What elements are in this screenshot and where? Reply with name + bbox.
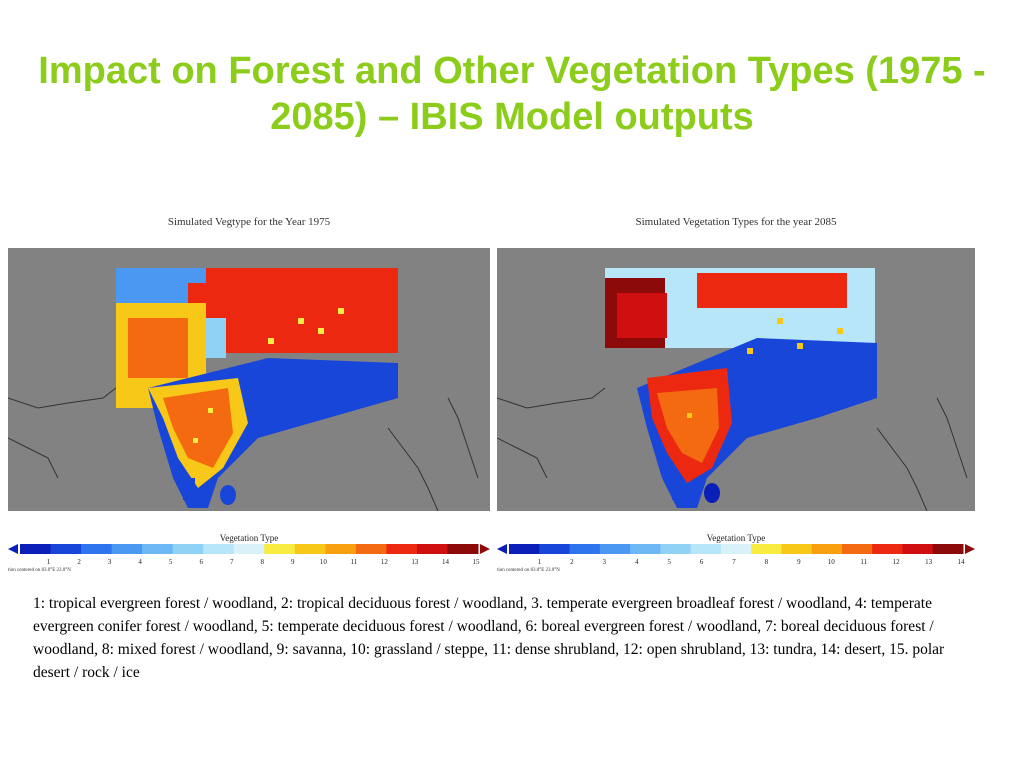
coastline-arabia: [497, 437, 548, 479]
vegetation-type-caption: 1: tropical evergreen forest / woodland,…: [33, 595, 945, 681]
legend: Vegetation Type 1 2 3 4 5 6 7 8 9 10 11 12 13 14 15 ti…: [8, 526, 490, 578]
colorbar-tick-label: 1: [538, 558, 542, 566]
colorbar-swatch: [690, 544, 722, 554]
map-graphic: [8, 268, 479, 511]
region-tundra: [697, 273, 847, 308]
colorbar-swatch: [111, 544, 143, 554]
map-title: Simulated Vegtype for the Year 1975: [167, 216, 331, 228]
colorbar-tick-label: 12: [893, 558, 901, 566]
colorbar-tick-label: 13: [411, 558, 419, 566]
colorbar-tick-label: 13: [925, 558, 933, 566]
colorbar-tick-label: 11: [350, 558, 357, 566]
colorbar-tick-label: 4: [635, 558, 639, 566]
colorbar-swatch: [660, 544, 692, 554]
vegetation-map-2085: [497, 248, 975, 511]
colorbar-tick-label: 10: [828, 558, 836, 566]
colorbar-tick-label: 2: [77, 558, 81, 566]
colorbar-swatch: [539, 544, 571, 554]
map-title: Simulated Vegetation Types for the year …: [635, 216, 837, 228]
colorbar: 1 2 3 4 5 6 7 8 9 10 11 12 13 14: [497, 544, 975, 566]
colorbar-swatch: [264, 544, 296, 554]
colorbar-tick-label: 15: [473, 558, 481, 566]
region-sri-lanka: [704, 483, 720, 503]
legend-title: Vegetation Type: [219, 533, 279, 543]
colorbar-tick-label: 2: [570, 558, 574, 566]
colorbar-swatch: [50, 544, 82, 554]
colorbar-tick-label: 6: [700, 558, 704, 566]
colorbar-swatch: [294, 544, 326, 554]
colorbar-tick-label: 10: [320, 558, 328, 566]
legend-title: Vegetation Type: [706, 533, 766, 543]
colorbar-swatch: [751, 544, 782, 554]
colorbar-swatch: [902, 544, 934, 554]
colorbar-tick-label: 14: [442, 558, 450, 566]
colorbar-tick-label: 7: [732, 558, 736, 566]
colorbar-swatch: [142, 544, 174, 554]
colorbar-swatch: [781, 544, 813, 554]
coastline-east: [876, 427, 928, 511]
colorbar-tick-label: 14: [958, 558, 966, 566]
colorbar-swatch: [233, 544, 265, 554]
colorbar-swatch: [20, 544, 52, 554]
colorbar-tick-label: 4: [138, 558, 142, 566]
colorbar-tick-label: 8: [765, 558, 769, 566]
colorbar-swatch: [720, 544, 752, 554]
colorbar-tick-label: 7: [230, 558, 234, 566]
colorbar-swatch: [630, 544, 661, 554]
map-graphic: [497, 268, 968, 511]
colorbar-swatch: [325, 544, 357, 554]
colorbar-tick-label: 9: [797, 558, 801, 566]
colorbar: 1 2 3 4 5 6 7 8 9 10 11 12 13 14 15: [8, 544, 490, 566]
colorbar-tick-label: 3: [108, 558, 112, 566]
arrow-right-icon: [965, 544, 975, 554]
colorbar-tick-label: 1: [47, 558, 51, 566]
region-sri-lanka: [220, 485, 236, 505]
arrow-right-icon: [480, 544, 490, 554]
colorbar-tick-label: 11: [860, 558, 867, 566]
coastline-arabia: [8, 437, 59, 479]
coastline-east: [387, 427, 439, 511]
colorbar-tick-label: 3: [603, 558, 607, 566]
slide-title: Impact on Forest and Other Vegetation Ty…: [38, 50, 986, 138]
colorbar-swatch: [932, 544, 964, 554]
colorbar-swatch: [841, 544, 873, 554]
colorbar-tick-label: 6: [199, 558, 203, 566]
colorbar-swatch: [509, 544, 540, 554]
colorbar-swatch: [599, 544, 631, 554]
coastline-west: [8, 387, 117, 409]
legend: Vegetation Type 1 2 3 4 5 6 7 8 9 10 11 12 13 14 tion…: [497, 526, 975, 578]
colorbar-swatch: [81, 544, 113, 554]
vegetation-map-1975: [8, 248, 490, 511]
colorbar-swatch: [355, 544, 387, 554]
colorbar-swatch: [872, 544, 903, 554]
projection-note: tion centered on 83.0°E 23.0°N: [8, 568, 71, 573]
colorbar-swatch: [811, 544, 843, 554]
colorbar-swatch: [447, 544, 479, 554]
map-panel-2085: Simulated Vegetation Types for the year …: [497, 208, 975, 580]
colorbar-tick-label: 5: [667, 558, 671, 566]
colorbar-tick-label: 5: [169, 558, 173, 566]
coastline-west: [497, 387, 606, 409]
coastline-far-east: [936, 397, 968, 479]
colorbar-swatch: [569, 544, 601, 554]
map-panel-1975: Simulated Vegtype for the Year 1975: [8, 208, 490, 580]
colorbar-tick-label: 9: [291, 558, 295, 566]
colorbar-swatch: [172, 544, 204, 554]
projection-note: tion centered on 83.0°E 23.0°N: [497, 568, 560, 573]
coastline-far-east: [447, 397, 479, 479]
colorbar-tick-label: 12: [381, 558, 389, 566]
colorbar-swatch: [386, 544, 418, 554]
colorbar-swatch: [416, 544, 448, 554]
colorbar-swatch: [203, 544, 235, 554]
arrow-left-icon: [8, 544, 18, 554]
arrow-left-icon: [497, 544, 507, 554]
colorbar-tick-label: 8: [261, 558, 265, 566]
